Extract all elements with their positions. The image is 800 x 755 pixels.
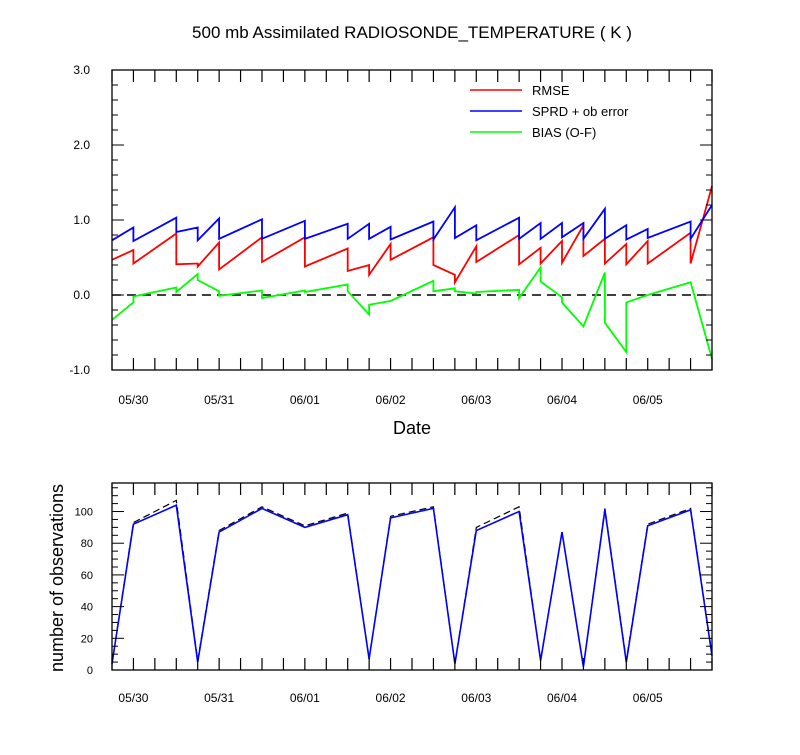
top-series-bias-o-f xyxy=(111,264,713,360)
top-x-tick-label: 06/04 xyxy=(547,393,577,407)
bottom-series-observations-assimilated xyxy=(111,504,713,667)
top-y-tick-labels: -1.0 0.0 1.0 2.0 3.0 xyxy=(69,63,90,377)
top-x-tick-label: 06/03 xyxy=(461,393,491,407)
bottom-x-tick-label: 06/05 xyxy=(633,691,663,705)
bottom-x-tick-label: 05/31 xyxy=(204,691,234,705)
bottom-y-tick-label: 80 xyxy=(81,538,93,550)
bottom-series-layer xyxy=(111,499,713,667)
top-ticks-layer xyxy=(111,69,713,371)
top-x-tick-label: 06/01 xyxy=(290,393,320,407)
bottom-y-tick-label: 20 xyxy=(81,633,93,645)
top-y-tick-label: 0.0 xyxy=(73,288,90,302)
bottom-x-tick-label: 06/02 xyxy=(376,691,406,705)
bottom-x-tick-labels: 05/30 05/31 06/01 06/02 06/03 06/04 06/0… xyxy=(118,691,663,705)
top-y-tick-label: -1.0 xyxy=(69,363,90,377)
bottom-series-observations-possible xyxy=(111,499,713,667)
bottom-y-tick-label: 40 xyxy=(81,602,93,614)
top-x-tick-label: 05/30 xyxy=(118,393,148,407)
bottom-x-tick-label: 06/03 xyxy=(461,691,491,705)
bottom-x-tick-label: 06/04 xyxy=(547,691,577,705)
bottom-y-tick-label: 100 xyxy=(75,507,93,519)
top-x-tick-label: 06/02 xyxy=(376,393,406,407)
legend: RMSE SPRD + ob error BIAS (O-F) xyxy=(470,83,629,140)
legend-label-bias: BIAS (O-F) xyxy=(532,125,596,140)
top-y-tick-label: 1.0 xyxy=(73,213,90,227)
bottom-x-tick-label: 05/30 xyxy=(118,691,148,705)
bottom-ticks-layer xyxy=(111,483,713,671)
x-axis-title: Date xyxy=(393,418,431,438)
legend-label-sprd: SPRD + ob error xyxy=(532,104,629,119)
top-x-tick-label: 05/31 xyxy=(204,393,234,407)
bottom-x-tick-label: 06/01 xyxy=(290,691,320,705)
bottom-panel: 05/30 05/31 06/01 06/02 06/03 06/04 06/0… xyxy=(47,482,713,705)
top-series-rmse xyxy=(111,186,713,286)
top-panel: 500 mb Assimilated RADIOSONDE_TEMPERATUR… xyxy=(69,23,713,438)
top-x-tick-labels: 05/30 05/31 06/01 06/02 06/03 06/04 06/0… xyxy=(118,393,663,407)
y-axis-title-observations: number of observations xyxy=(47,484,67,672)
bottom-y-tick-label: 60 xyxy=(81,570,93,582)
chart-title: 500 mb Assimilated RADIOSONDE_TEMPERATUR… xyxy=(192,23,632,42)
top-y-tick-label: 2.0 xyxy=(73,138,90,152)
bottom-y-tick-label: 0 xyxy=(87,665,93,677)
top-y-tick-label: 3.0 xyxy=(73,63,90,77)
bottom-y-tick-labels: 0 20 40 60 80 100 xyxy=(75,507,93,677)
top-series-sprd-ob-error xyxy=(111,204,713,243)
legend-label-rmse: RMSE xyxy=(532,83,570,98)
top-x-tick-label: 06/05 xyxy=(633,393,663,407)
top-series-layer xyxy=(111,186,713,360)
